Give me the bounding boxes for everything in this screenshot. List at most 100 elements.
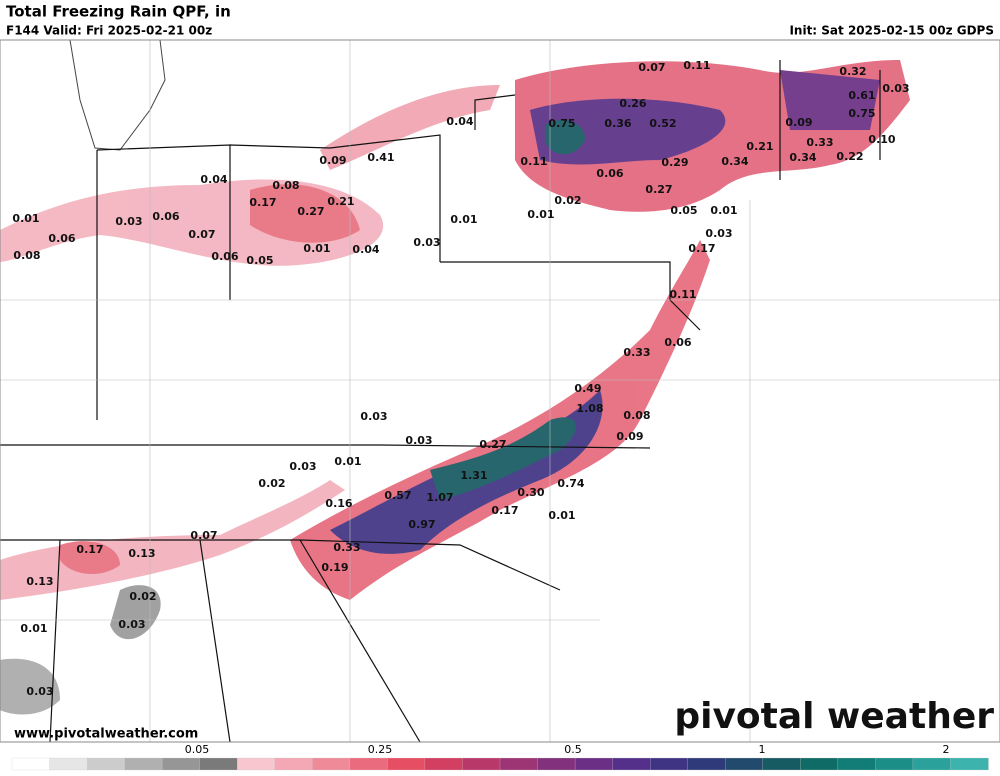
map-value-label: 0.17 <box>688 242 715 255</box>
map-value-label: 0.61 <box>848 89 875 102</box>
map-value-label: 0.21 <box>327 195 354 208</box>
valid-time: F144 Valid: Fri 2025-02-21 00z <box>6 24 212 38</box>
map-value-label: 0.13 <box>26 575 53 588</box>
colorbar-tick-label: 0.25 <box>368 743 393 756</box>
colorbar-swatch <box>499 757 539 771</box>
map-value-label: 0.34 <box>789 151 816 164</box>
map-value-label: 0.57 <box>384 489 411 502</box>
map-value-label: 0.11 <box>683 59 710 72</box>
map-value-label: 0.01 <box>710 204 737 217</box>
map-value-label: 0.03 <box>882 82 909 95</box>
map-value-label: 1.07 <box>426 491 453 504</box>
map-value-label: 0.33 <box>623 346 650 359</box>
map-value-label: 0.06 <box>48 232 75 245</box>
colorbar: 0.05 0.25 0.5 1 2 <box>11 743 989 771</box>
map-value-label: 0.97 <box>408 518 435 531</box>
map-value-label: 0.06 <box>664 336 691 349</box>
map-value-label: 0.03 <box>405 434 432 447</box>
colorbar-tick-label: 1 <box>759 743 766 756</box>
map-value-label: 0.21 <box>746 140 773 153</box>
map-value-label: 0.22 <box>836 150 863 163</box>
colorbar-swatch <box>875 757 914 771</box>
map-value-label: 0.33 <box>333 541 360 554</box>
map-value-label: 0.09 <box>319 154 346 167</box>
map-value-label: 0.27 <box>645 183 672 196</box>
map-value-label: 0.41 <box>367 151 394 164</box>
label-layer: 0.07 0.11 0.32 0.61 0.03 0.26 0.75 0.36 0.52 0.09… <box>12 59 909 698</box>
map-frame <box>0 39 1000 743</box>
colorbar-swatch <box>86 757 126 771</box>
map-value-label: 0.01 <box>527 208 554 221</box>
map-value-label: 0.03 <box>289 460 316 473</box>
colorbar-swatch <box>837 757 877 771</box>
map-value-label: 0.34 <box>721 155 748 168</box>
colorbar-swatch <box>687 757 726 771</box>
colorbar-swatch <box>650 757 689 771</box>
map-value-label: 0.26 <box>619 97 646 110</box>
map-value-label: 0.75 <box>848 107 875 120</box>
map-value-label: 0.01 <box>20 622 47 635</box>
map-value-label: 0.27 <box>479 438 506 451</box>
state-lines <box>0 60 881 743</box>
website: www.pivotalweather.com <box>14 727 198 742</box>
map-value-label: 0.07 <box>638 61 665 74</box>
county-lines <box>0 40 1000 742</box>
colorbar-swatch <box>537 757 576 771</box>
colorbar-swatch <box>462 757 501 771</box>
map-value-label: 0.33 <box>806 136 833 149</box>
map-value-label: 0.04 <box>446 115 473 128</box>
map-value-label: 0.30 <box>517 486 544 499</box>
title: Total Freezing Rain QPF, in <box>6 3 231 21</box>
map-value-label: 0.04 <box>200 173 227 186</box>
colorbar-swatch <box>912 757 952 771</box>
map-value-label: 0.09 <box>616 430 643 443</box>
map-value-label: 0.17 <box>491 504 518 517</box>
map-value-label: 0.16 <box>325 497 352 510</box>
colorbar-swatch <box>612 757 651 771</box>
colorbar-swatch <box>11 757 51 771</box>
map-value-label: 0.36 <box>604 117 631 130</box>
init-time: Init: Sat 2025-02-15 00z GDPS <box>789 24 994 38</box>
map-value-label: 0.01 <box>548 509 575 522</box>
map-value-label: 0.32 <box>839 65 866 78</box>
colorbar-swatch <box>387 757 426 771</box>
colorbar-swatch <box>49 757 88 771</box>
logo: pivotal weather <box>674 696 994 737</box>
colorbar-swatch <box>199 757 238 771</box>
map-value-label: 0.11 <box>520 155 547 168</box>
map-value-label: 0.05 <box>246 254 273 267</box>
colorbar-swatch <box>950 757 989 771</box>
map-value-label: 0.02 <box>129 590 156 603</box>
map-value-label: 0.75 <box>548 117 575 130</box>
colorbar-swatch <box>124 757 163 771</box>
map-value-label: 0.29 <box>661 156 688 169</box>
colorbar-swatch <box>237 757 276 771</box>
map-value-label: 0.06 <box>596 167 623 180</box>
colorbar-tick-label: 0.05 <box>185 743 210 756</box>
map-value-label: 0.07 <box>188 228 215 241</box>
map-value-label: 0.17 <box>76 543 103 556</box>
colorbar-swatch <box>762 757 801 771</box>
map-value-label: 0.10 <box>868 133 895 146</box>
map-value-label: 0.03 <box>118 618 145 631</box>
colorbar-tick-label: 2 <box>943 743 950 756</box>
colorbar-swatch <box>274 757 313 771</box>
colorbar-swatch <box>424 757 464 771</box>
map-value-label: 0.08 <box>272 179 299 192</box>
map-value-label: 0.04 <box>352 243 379 256</box>
map-value-label: 0.02 <box>554 194 581 207</box>
colorbar-tick-label: 0.5 <box>564 743 582 756</box>
map-value-label: 1.08 <box>576 402 603 415</box>
map-value-label: 0.08 <box>623 409 650 422</box>
map-value-label: 0.08 <box>13 249 40 262</box>
map-value-label: 0.01 <box>12 212 39 225</box>
map-value-label: 0.13 <box>128 547 155 560</box>
map-value-label: 0.03 <box>705 227 732 240</box>
map-value-label: 0.01 <box>334 455 361 468</box>
map-value-label: 0.74 <box>557 477 584 490</box>
map-value-label: 0.01 <box>303 242 330 255</box>
map-value-label: 0.05 <box>670 204 697 217</box>
map-value-label: 0.03 <box>360 410 387 423</box>
